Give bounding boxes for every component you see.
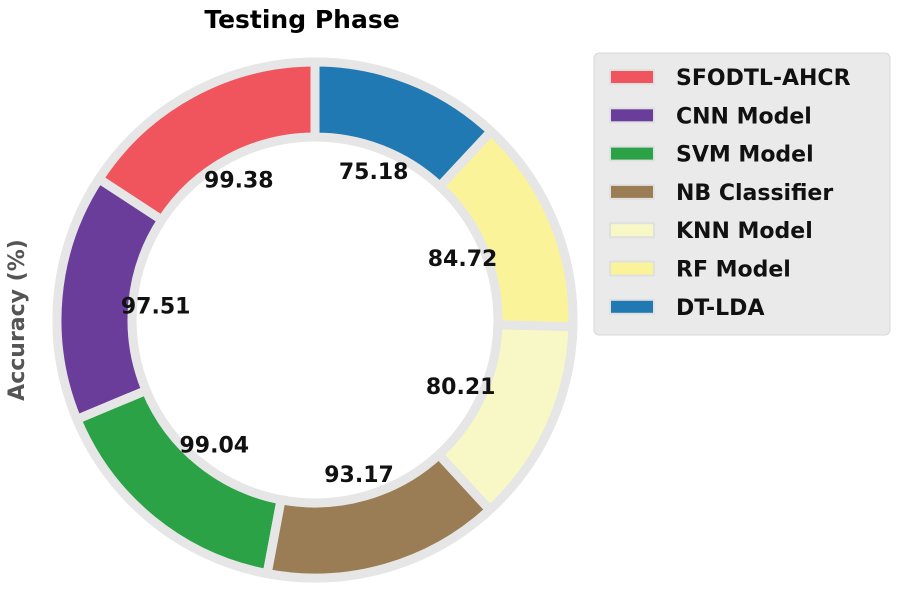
donut-ring	[52, 57, 578, 583]
slice-value-label: 99.38	[204, 168, 274, 193]
legend-label: DT-LDA	[676, 296, 764, 321]
slice-knn-model	[432, 320, 578, 517]
slice-labels: 99.38 97.51 99.04 93.17 80.21 84.72 75.18	[121, 160, 497, 488]
slice-value-label: 80.21	[426, 375, 496, 400]
legend-label: KNN Model	[676, 219, 813, 244]
legend-label: SFODTL-AHCR	[676, 66, 851, 91]
legend-swatch	[609, 69, 655, 85]
slice-svm-model	[71, 384, 287, 579]
chart-title: Testing Phase	[204, 5, 399, 34]
legend-swatch	[609, 183, 655, 200]
slice-value-label: 99.04	[179, 433, 249, 458]
y-axis-label: Accuracy (%)	[5, 239, 30, 401]
slice-value-label: 75.18	[339, 160, 409, 185]
legend: SFODTL-AHCR CNN Model SVM Model NB Classifi…	[593, 52, 891, 336]
legend-swatch	[609, 107, 655, 124]
slice-value-label: 84.72	[428, 247, 498, 272]
legend-label: NB Classifier	[676, 181, 833, 206]
legend-box	[593, 52, 891, 336]
slice-dt-lda	[310, 57, 498, 193]
legend-swatch	[609, 222, 655, 239]
slice-value-label: 93.17	[324, 463, 394, 488]
legend-label: CNN Model	[676, 104, 812, 129]
legend-swatch	[609, 145, 655, 162]
legend-swatch	[609, 298, 655, 315]
legend-swatch	[609, 260, 655, 277]
legend-label: SVM Model	[676, 143, 814, 168]
slice-value-label: 97.51	[121, 294, 191, 319]
legend-label: RF Model	[676, 258, 791, 283]
